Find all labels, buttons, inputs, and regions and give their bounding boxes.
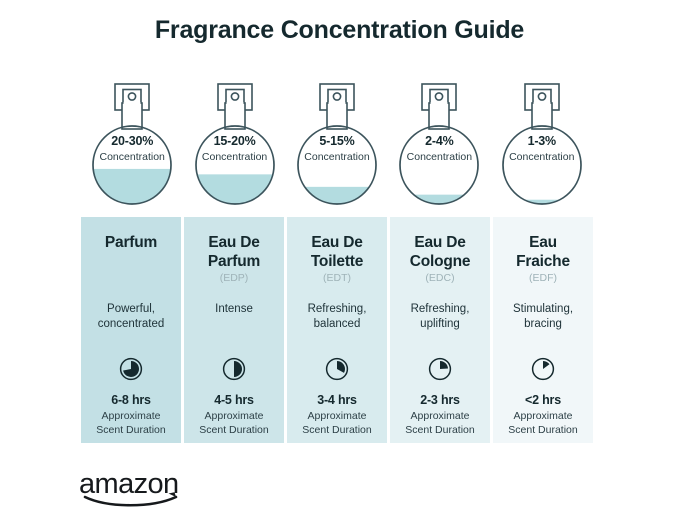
fragrance-description-line2: uplifting [420,318,460,330]
bottle-liquid [400,194,479,204]
fragrance-card[interactable]: Eau De Cologne (EDC) Refreshing, uplifting 2-… [390,217,490,443]
duration-value: 6-8 hrs [111,393,151,407]
concentration-cards: Parfum Powerful, concentrated 6-8 hrs Approx… [81,217,593,443]
bottle-icon [501,83,582,205]
duration-value: 2-3 hrs [420,393,460,407]
fragrance-description-line1: Stimulating, [512,303,574,315]
fragrance-name-line2: Toilette [310,253,364,270]
fragrance-name-line2: Cologne [409,253,471,270]
bottle-row: 20-30% Concentration 15-20% Concentration 5-… [81,78,593,206]
fragrance-name-line2: Parfum [207,253,261,270]
duration-label-line1: Approximate [101,410,161,422]
duration-label: Approximate Scent Duration [184,410,284,437]
clock-icon [119,357,143,381]
duration-value: <2 hrs [525,393,561,407]
page-title: Fragrance Concentration Guide [154,16,525,44]
bottle-liquid [297,186,376,204]
fragrance-description: Refreshing, uplifting [411,302,470,332]
fragrance-name: Eau De Toilette [310,233,364,271]
duration-label-line1: Approximate [513,410,573,422]
duration-value: 4-5 hrs [214,393,254,407]
duration-label-line1: Approximate [307,410,367,422]
fragrance-name-line2: Fraiche [516,253,570,270]
bottle-liquid [502,199,581,204]
duration-clock [493,357,593,381]
duration-clock [81,357,181,381]
bottle-icon [92,83,173,205]
bottle-cell: 15-20% Concentration [183,78,285,206]
fragrance-name: Eau De Cologne [410,233,471,271]
fragrance-description-line2: balanced [313,318,361,330]
fragrance-description-line1: Refreshing, [307,303,367,315]
fragrance-name: Eau Fraiche [516,233,570,271]
fragrance-name-line1: Eau De [414,234,466,251]
duration-clock [390,357,490,381]
fragrance-card[interactable]: Parfum Powerful, concentrated 6-8 hrs Approx… [81,217,181,443]
duration-label-line1: Approximate [410,410,470,422]
fragrance-description: Intense [215,302,253,317]
fragrance-card[interactable]: Eau De Toilette (EDT) Refreshing, balanced 3-… [287,217,387,443]
clock-wedge [543,361,550,369]
clock-icon [531,357,555,381]
fragrance-abbreviation: (EDF) [529,272,557,284]
fragrance-description-line2: concentrated [97,318,165,330]
duration-label: Approximate Scent Duration [390,410,490,437]
bottle-cell: 5-15% Concentration [286,78,388,206]
fragrance-description-line1: Powerful, [107,303,155,315]
bottle-liquid [93,168,172,204]
clock-icon [428,357,452,381]
fragrance-description: Stimulating, bracing [513,302,573,332]
clock-wedge [337,361,345,373]
fragrance-abbreviation: (EDP) [219,272,249,284]
duration-label-line2: Scent Duration [199,423,269,436]
fragrance-name: Eau De Parfum [208,233,260,271]
duration-label-line1: Approximate [204,410,264,422]
bottle-cell: 1-3% Concentration [491,78,593,206]
fragrance-description-line1: Refreshing, [410,303,470,315]
duration-label: Approximate Scent Duration [493,410,593,437]
duration-clock [184,357,284,381]
duration-label-line2: Scent Duration [405,423,475,436]
clock-icon [325,357,349,381]
fragrance-abbreviation: (EDC) [425,272,455,284]
duration-label-line2: Scent Duration [96,423,166,436]
clock-wedge [234,361,242,377]
bottle-cell: 20-30% Concentration [81,78,183,206]
duration-label: Approximate Scent Duration [287,410,387,437]
bottle-icon [297,83,377,205]
fragrance-description-line2: bracing [524,318,562,330]
fragrance-card[interactable]: Eau Fraiche (EDF) Stimulating, bracing <2 hrs… [493,217,593,443]
bottle-icon [399,83,480,205]
fragrance-name-line1: Eau [529,234,557,251]
clock-icon [222,357,246,381]
fragrance-abbreviation: (EDT) [323,272,351,284]
amazon-smile-icon [83,495,178,507]
fragrance-description: Refreshing, balanced [308,302,367,332]
fragrance-name-line1: Parfum [104,234,158,251]
bottle-icon [194,83,275,205]
fragrance-card[interactable]: Eau De Parfum (EDP) Intense 4-5 hrs Approxima… [184,217,284,443]
duration-clock [287,357,387,381]
amazon-wordmark: amazon [79,468,179,500]
clock-wedge [123,361,139,377]
duration-value: 3-4 hrs [317,393,357,407]
duration-label-line2: Scent Duration [508,423,578,436]
amazon-smile-arrow-icon [168,492,176,497]
duration-label-line2: Scent Duration [302,423,372,436]
duration-label: Approximate Scent Duration [81,410,181,437]
fragrance-description: Powerful, concentrated [98,302,165,332]
clock-wedge [440,361,448,369]
fragrance-name-line1: Eau De [311,234,363,251]
fragrance-description-line1: Intense [215,303,253,315]
fragrance-name-line1: Eau De [208,234,260,251]
amazon-logo: amazon [78,467,208,509]
fragrance-name: Parfum [105,233,157,271]
bottle-cell: 2-4% Concentration [388,78,490,206]
